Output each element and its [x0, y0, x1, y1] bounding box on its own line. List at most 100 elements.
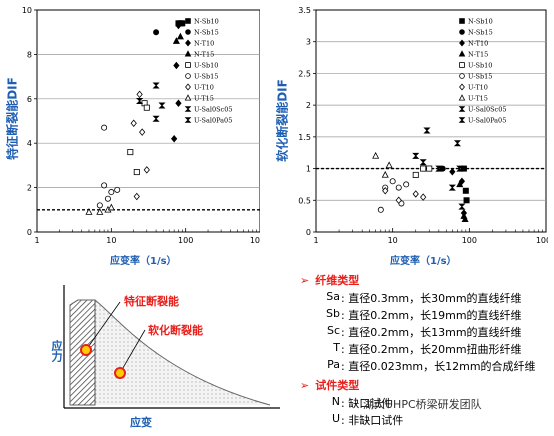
- watermark: 湖大UHPC桥梁研发团队: [363, 398, 482, 411]
- legend-marker: [459, 18, 465, 24]
- y-tick-label: 8: [27, 50, 32, 59]
- legend-marker: [185, 83, 191, 91]
- y-tick-label: 6: [27, 95, 32, 104]
- specimen-type-header: ➢ 试件类型: [300, 379, 360, 392]
- specimen-type-row: N: 缺口试件: [300, 395, 550, 412]
- fiber-type-description: : 直径0.3mm，长30mm的直线纤维: [341, 292, 522, 305]
- softening-marker: [114, 367, 126, 379]
- data-point: [175, 99, 182, 107]
- legend-marker: [459, 29, 465, 35]
- data-point: [96, 208, 104, 215]
- data-point: [460, 165, 467, 172]
- data-point: [395, 184, 402, 191]
- legend-marker: [184, 50, 192, 57]
- plot-area: [36, 9, 260, 233]
- legend-marker: [185, 29, 191, 35]
- data-point: [104, 195, 111, 202]
- data-point: [136, 98, 144, 105]
- legend-label: N-T10: [194, 40, 214, 48]
- legend-label: U-T15: [468, 95, 488, 103]
- data-point: [108, 189, 115, 196]
- fiber-type-code: Sb: [326, 307, 340, 320]
- x-tick-label: 1: [34, 236, 39, 245]
- fiber-type-description: : 直径0.023mm，长12mm的合成纤维: [341, 360, 536, 373]
- data-point: [412, 152, 420, 159]
- softening-label: 软化断裂能: [148, 324, 203, 337]
- data-point: [381, 170, 389, 178]
- y-tick-label: 0.5: [298, 196, 311, 205]
- fiber-type-row: Pa: 直径0.023mm，长12mm的合成纤维: [300, 358, 550, 375]
- characteristic-marker: [80, 344, 92, 356]
- specimen-type-code: U: [331, 412, 340, 425]
- specimen-type-list: N: 缺口试件 U: 非缺口试件: [300, 395, 550, 429]
- left-x-axis-label: 应变率（1/s）: [110, 256, 177, 267]
- legend-marker: [459, 83, 465, 91]
- data-point: [458, 203, 466, 210]
- legend-marker: [459, 73, 465, 79]
- legend-marker: [458, 94, 466, 101]
- fiber-type-row: Sc: 直径0.2mm，长13mm的直线纤维: [300, 324, 550, 341]
- data-point: [133, 169, 140, 176]
- right-y-axis-label: 软化断裂能DIF: [275, 79, 290, 162]
- x-tick-label: 1000: [250, 236, 260, 245]
- data-point: [152, 115, 160, 122]
- specimen-type-row: U: 非缺口试件: [300, 412, 550, 429]
- fiber-type-header: ➢ 纤维类型: [300, 274, 360, 287]
- legend-marker: [459, 39, 465, 47]
- legend-marker: [185, 62, 191, 68]
- data-point: [395, 196, 402, 205]
- legend-label: U-Sb15: [468, 73, 492, 81]
- legend-label: N-Sb15: [194, 29, 219, 37]
- plot-area: [315, 9, 547, 233]
- fiber-type-code: T: [333, 341, 340, 354]
- data-point: [133, 192, 140, 201]
- data-point: [419, 159, 427, 166]
- data-point: [420, 165, 427, 172]
- arrow-icon: ➢: [300, 379, 310, 392]
- x-tick-label: 1000: [536, 236, 548, 245]
- data-point: [172, 37, 180, 44]
- diagram-y-label: 应力: [50, 340, 63, 362]
- legend-label: U-Sal0Pa05: [468, 117, 506, 125]
- legend-label: U-T10: [194, 84, 214, 92]
- legend-label: U-Sal0Sc05: [194, 106, 232, 114]
- y-tick-label: 3: [306, 38, 311, 47]
- data-point: [107, 203, 115, 211]
- data-point: [448, 184, 456, 191]
- legend-label: N-T10: [468, 40, 488, 48]
- data-point: [456, 165, 464, 172]
- data-point: [101, 182, 108, 189]
- characteristic-label: 特征断裂能: [124, 295, 179, 308]
- softening-dif-chart: 0 0.5 1 1.5 2 2.5 3 3.5 1 10 100 1000 N-Sb10 N-Sb15 N-…: [298, 6, 548, 245]
- data-point: [423, 127, 431, 134]
- legend-label: N-Sb15: [468, 29, 493, 37]
- data-point: [382, 187, 389, 195]
- legend-label: N-T15: [468, 51, 488, 59]
- characteristic-leader: [85, 301, 121, 351]
- specimen-type-code: N: [331, 395, 340, 408]
- fiber-type-description: : 直径0.2mm，长13mm的直线纤维: [341, 326, 522, 339]
- legend-marker: [458, 50, 466, 57]
- data-point: [176, 32, 184, 40]
- x-tick-label: 100: [462, 236, 477, 245]
- fiber-type-list: Sa: 直径0.3mm，长30mm的直线纤维 Sb: 直径0.2mm，长19mm的…: [300, 290, 550, 375]
- legend-label: U-Sal0Sc05: [468, 106, 506, 114]
- legend-label: N-T15: [194, 51, 214, 59]
- stress-strain-diagram: [63, 285, 280, 409]
- data-point: [372, 151, 380, 159]
- x-tick-label: 100: [178, 236, 193, 245]
- y-tick-label: 4: [27, 139, 32, 148]
- data-point: [158, 102, 166, 109]
- y-tick-label: 10: [22, 6, 32, 15]
- data-point: [130, 119, 137, 127]
- data-point: [173, 61, 180, 70]
- data-point: [143, 166, 150, 174]
- legend-notes: ➢ 纤维类型 Sa: 直径0.3mm，长30mm的直线纤维 Sb: 直径0.2mm，…: [300, 270, 550, 429]
- arrow-icon: ➢: [300, 274, 310, 287]
- data-point: [449, 167, 456, 176]
- softening-area: [95, 300, 270, 405]
- x-tick-label: 1: [313, 236, 318, 245]
- softening-leader: [119, 329, 146, 374]
- data-point: [412, 171, 419, 178]
- characteristic-dif-chart: 0 2 4 6 8 10 1 10 100 1000 N-Sb10 N-Sb15 N-T10 N-T15 U…: [22, 6, 260, 245]
